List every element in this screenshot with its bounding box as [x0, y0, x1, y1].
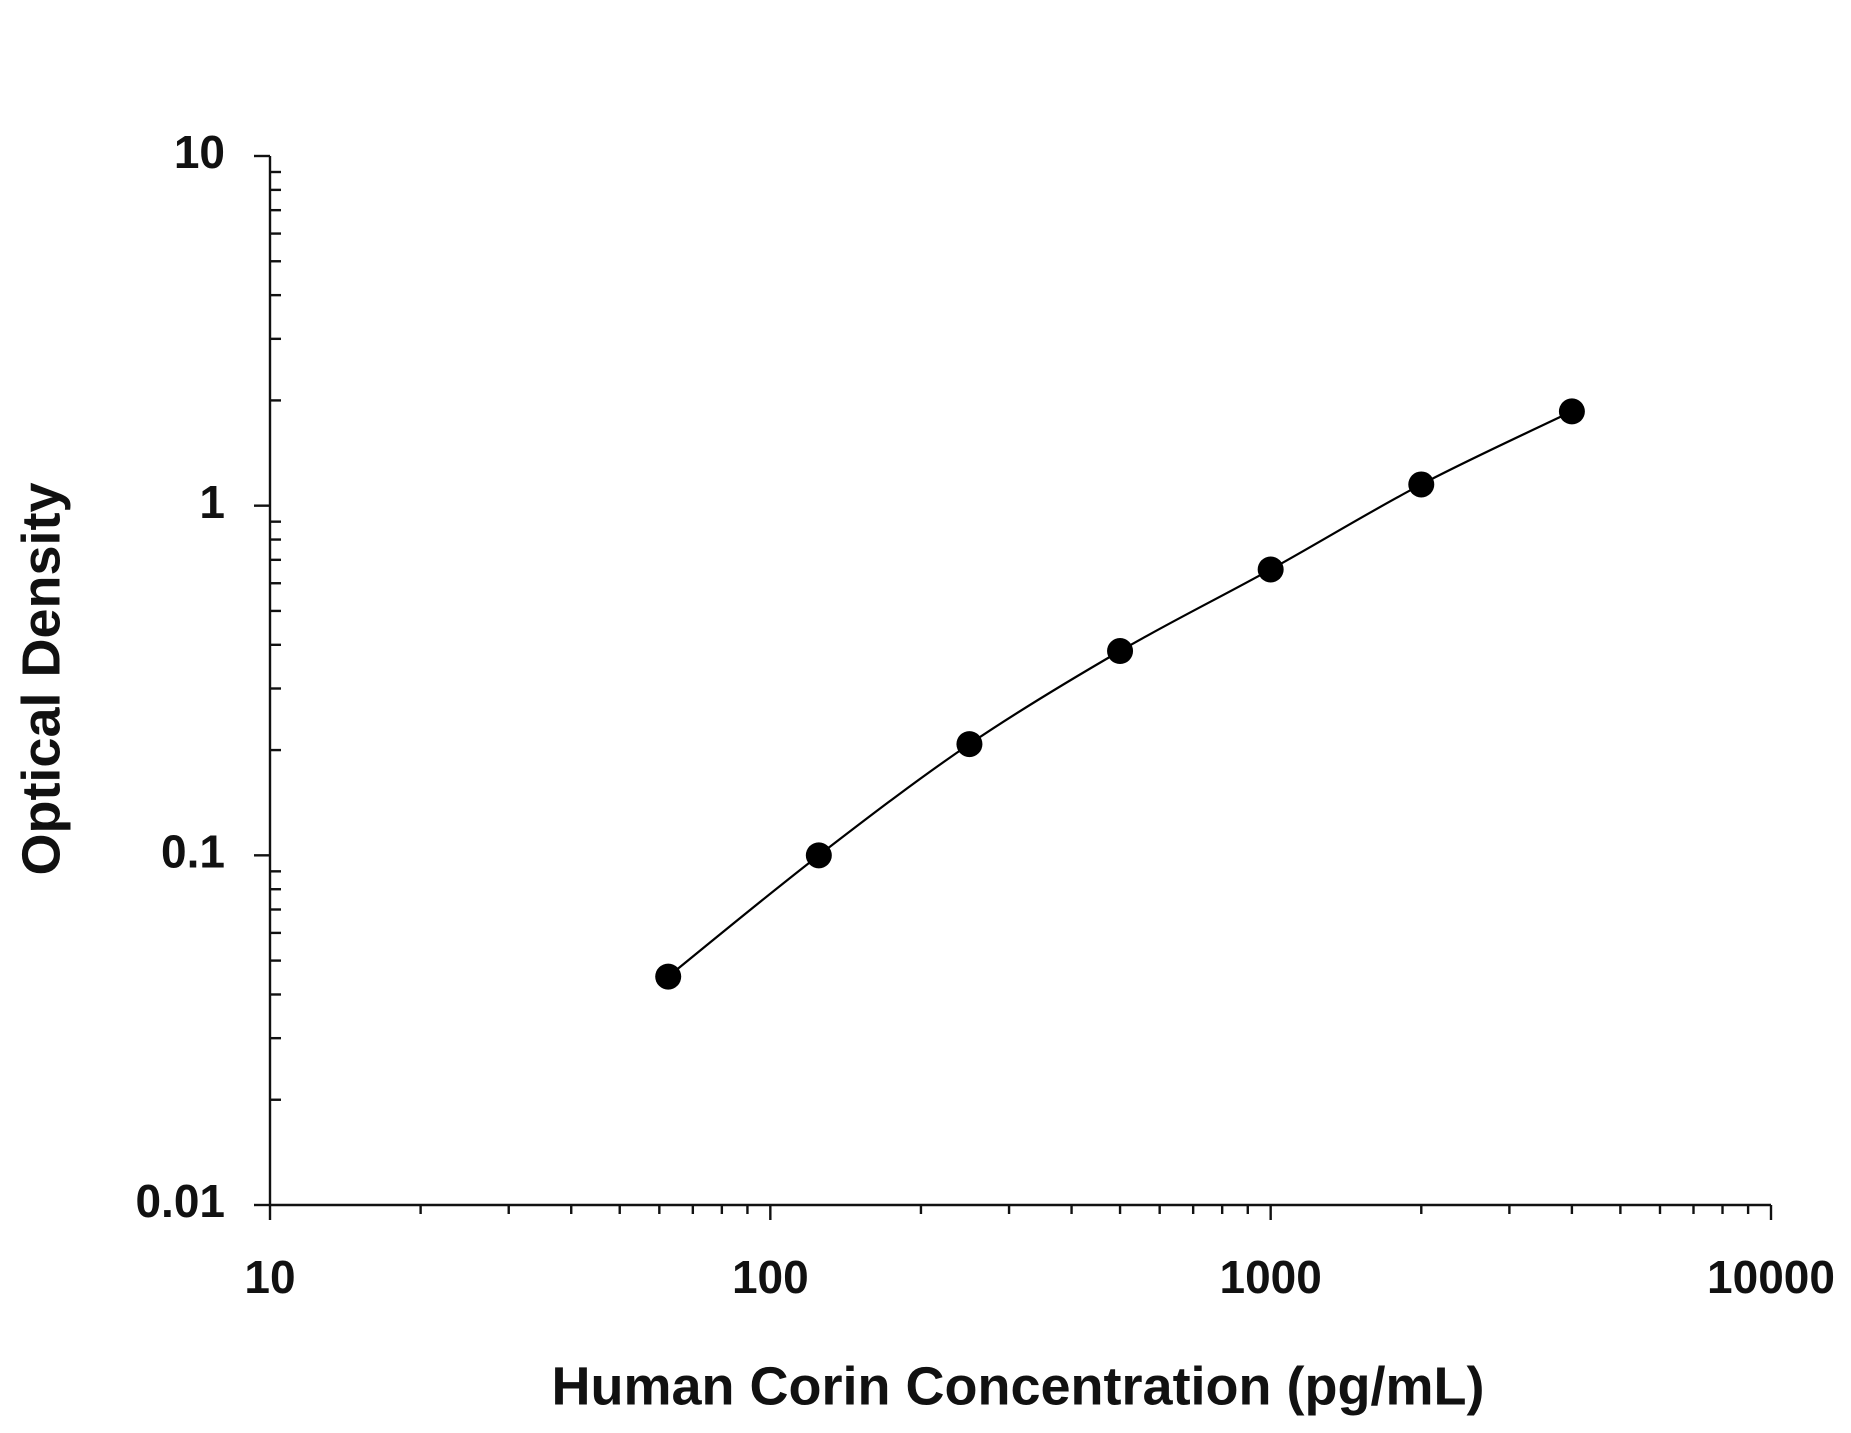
data-point	[1408, 471, 1435, 498]
data-point	[1107, 638, 1134, 665]
y-tick-label: 0.01	[135, 1175, 225, 1227]
data-point	[956, 731, 983, 758]
fit-curve	[667, 410, 1573, 978]
x-tick-label: 1000	[1219, 1251, 1321, 1303]
data-point	[1257, 556, 1284, 583]
y-axis-title: Optical Density	[11, 482, 71, 875]
y-tick-label: 10	[174, 126, 225, 178]
y-tick-label: 0.1	[161, 825, 225, 877]
y-tick-label: 1	[199, 476, 225, 528]
data-point	[805, 842, 832, 869]
data-point	[655, 963, 682, 990]
x-tick-label: 100	[732, 1251, 809, 1303]
data-point	[1558, 398, 1585, 425]
x-tick-label: 10000	[1707, 1251, 1835, 1303]
x-tick-label: 10	[244, 1251, 295, 1303]
x-axis-title: Human Corin Concentration (pg/mL)	[552, 1356, 1485, 1416]
